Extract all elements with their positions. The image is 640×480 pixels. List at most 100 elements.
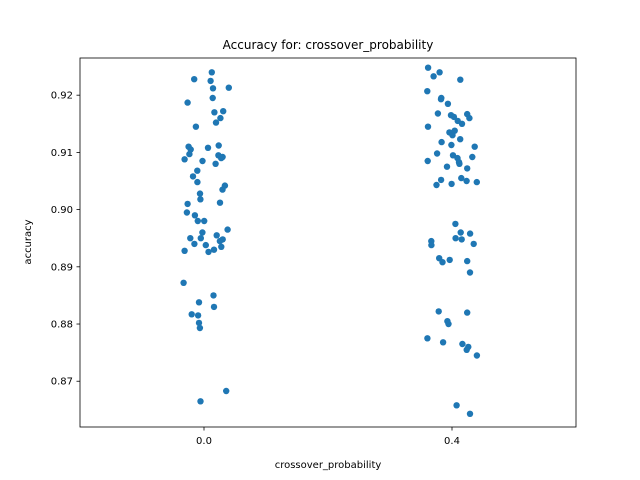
data-point (224, 226, 231, 233)
data-point (424, 157, 431, 165)
data-point (199, 229, 206, 236)
data-point (194, 178, 201, 186)
data-point (197, 235, 204, 242)
data-point (195, 319, 203, 327)
data-point (187, 235, 194, 242)
plot-frame (79, 57, 577, 428)
data-point (466, 114, 473, 122)
data-point (424, 335, 431, 342)
data-point (457, 229, 464, 236)
data-point (464, 165, 471, 172)
data-point (210, 303, 218, 311)
data-point (209, 85, 217, 92)
data-point (186, 150, 193, 158)
data-point (207, 77, 214, 85)
data-point (210, 292, 217, 299)
data-point (189, 173, 197, 180)
data-point (225, 84, 232, 91)
data-point (216, 199, 224, 206)
data-point (191, 212, 199, 219)
y-tick-label: 0.90 (51, 205, 73, 216)
data-point (435, 308, 442, 315)
data-point (212, 119, 220, 126)
x-tick-label: 0.0 (196, 436, 212, 447)
data-point (188, 311, 195, 318)
data-point (181, 156, 188, 163)
data-point (463, 346, 470, 353)
data-point (424, 123, 432, 130)
data-point (211, 109, 218, 116)
y-tick-label: 0.92 (51, 91, 73, 102)
data-point (458, 236, 465, 243)
data-point (197, 196, 204, 203)
data-point (202, 241, 209, 249)
data-point (196, 324, 204, 332)
data-point (437, 176, 445, 184)
data-point (459, 340, 466, 348)
data-point (219, 186, 226, 193)
y-axis-label: accuracy (23, 219, 34, 264)
data-point (466, 410, 474, 417)
data-point (445, 320, 452, 328)
x-axis: 0.0 0.4 (196, 427, 460, 447)
data-point (180, 279, 187, 286)
data-point (437, 96, 445, 103)
data-point (457, 136, 464, 143)
data-point (439, 339, 447, 346)
data-point (430, 73, 437, 80)
data-point (446, 256, 453, 264)
data-point (191, 76, 198, 83)
data-point (448, 141, 455, 149)
data-point (438, 138, 445, 146)
data-point (204, 144, 212, 151)
data-point (216, 237, 224, 245)
data-point (199, 157, 206, 165)
y-axis: 0.87 0.88 0.89 0.90 0.91 0.92 (51, 91, 80, 388)
data-point (458, 174, 465, 182)
y-tick-label: 0.89 (51, 262, 73, 273)
data-point (428, 241, 435, 249)
data-point (471, 143, 478, 150)
data-point (194, 167, 201, 174)
data-point (184, 200, 191, 208)
data-point (464, 309, 471, 316)
data-point (449, 132, 456, 139)
data-point (209, 94, 216, 102)
data-point (473, 352, 481, 359)
x-axis-label: crossover_probability (275, 460, 382, 471)
data-point (210, 246, 218, 253)
chart-title: Accuracy for: crossover_probability (223, 38, 434, 52)
data-point (223, 387, 230, 395)
data-point (443, 163, 451, 170)
data-point (452, 220, 459, 228)
data-point (466, 269, 474, 276)
data-point (457, 76, 464, 83)
data-point (439, 259, 446, 266)
data-point (205, 248, 212, 256)
data-point (195, 299, 203, 306)
data-point (434, 110, 442, 117)
data-point (464, 257, 471, 265)
data-point (450, 113, 458, 121)
data-point (436, 69, 443, 76)
data-point (452, 235, 459, 242)
data-point (470, 240, 477, 248)
y-tick-label: 0.88 (51, 320, 73, 331)
data-point (453, 402, 460, 409)
data-point (208, 69, 215, 76)
data-point (469, 153, 476, 161)
data-point (217, 114, 224, 122)
data-point (433, 181, 440, 189)
data-point (194, 217, 201, 225)
data-points (180, 64, 481, 417)
data-point (212, 160, 219, 167)
data-point (191, 240, 198, 248)
data-point (183, 209, 191, 216)
data-point (424, 64, 432, 71)
data-point (433, 150, 441, 157)
data-point (194, 312, 202, 319)
y-tick-label: 0.87 (51, 377, 73, 388)
data-point (201, 217, 208, 225)
data-point (473, 178, 480, 186)
